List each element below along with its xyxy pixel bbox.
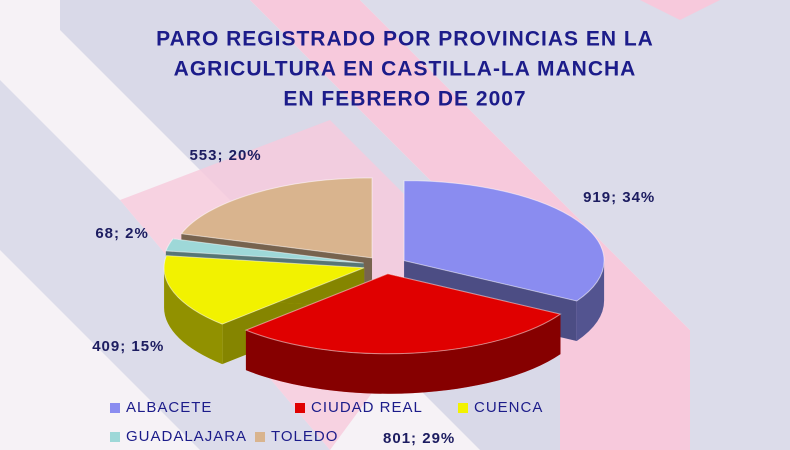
legend-swatch — [295, 403, 305, 413]
data-label: 409; 15% — [92, 338, 164, 355]
chart-title: AGRICULTURA EN CASTILLA-LA MANCHA — [174, 58, 637, 81]
slice — [180, 177, 373, 259]
slice — [403, 180, 605, 302]
legend-swatch — [110, 432, 120, 442]
slice — [165, 238, 364, 264]
legend-label: CUENCA — [474, 399, 543, 416]
legend-label: TOLEDO — [271, 428, 338, 445]
data-label: 68; 2% — [95, 225, 149, 242]
legend-label: GUADALAJARA — [126, 428, 247, 445]
chart-title: PARO REGISTRADO POR PROVINCIAS EN LA — [156, 28, 654, 51]
slice-shade — [164, 267, 223, 365]
legend-label: CIUDAD REAL — [311, 399, 423, 416]
data-label: 553; 20% — [189, 147, 261, 164]
slice-shade — [576, 260, 605, 341]
slice-side — [164, 267, 223, 365]
chart-title: EN FEBRERO DE 2007 — [283, 88, 526, 111]
legend-swatch — [458, 403, 468, 413]
bg-stripe — [640, 0, 720, 20]
legend-swatch — [255, 432, 265, 442]
bg-stripe — [360, 0, 790, 450]
legend-label: ALBACETE — [126, 399, 212, 416]
slice — [163, 255, 365, 325]
legend-swatch — [110, 403, 120, 413]
slice — [244, 273, 562, 355]
data-label: 801; 29% — [383, 430, 455, 447]
slice-side — [576, 260, 605, 341]
data-label: 919; 34% — [583, 189, 655, 206]
